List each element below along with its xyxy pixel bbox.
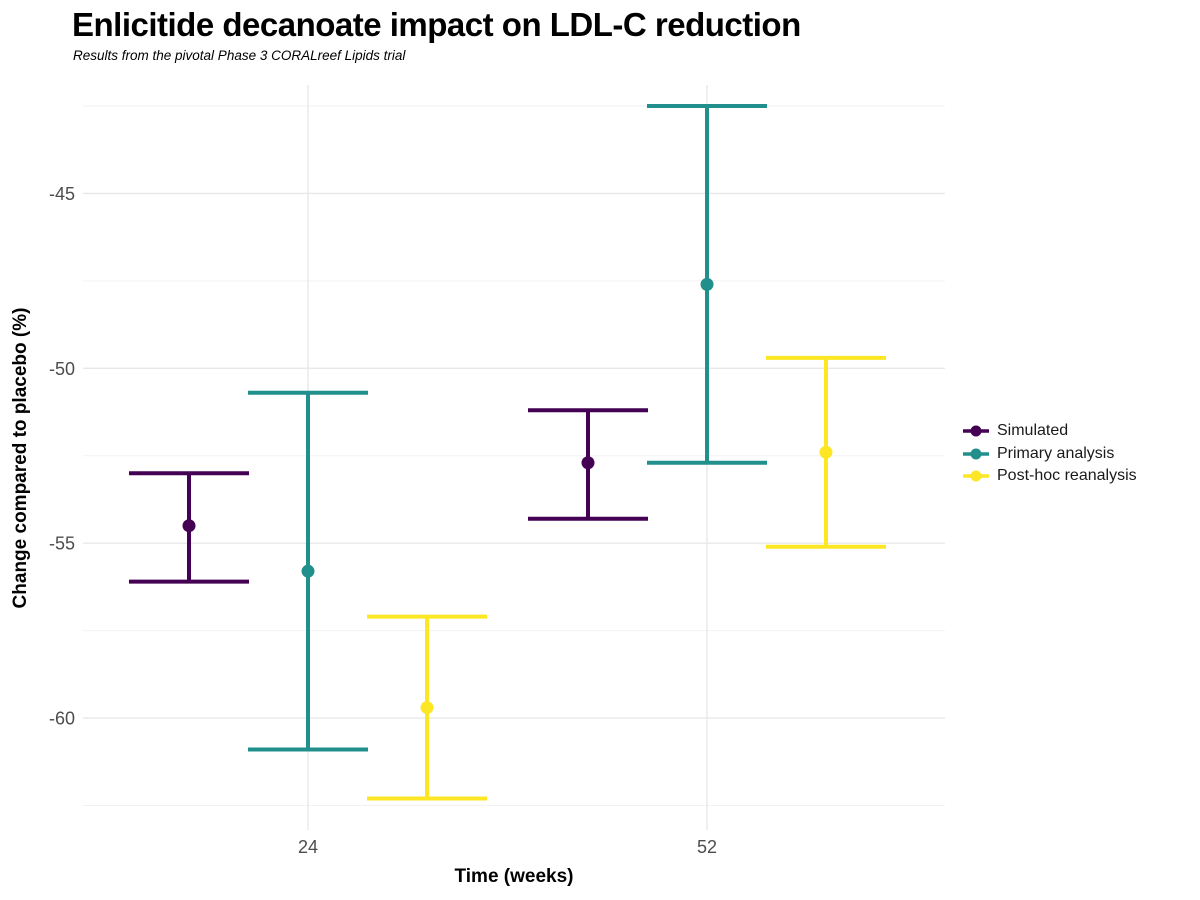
legend-key-point [970, 470, 982, 482]
legend-item: Simulated [962, 420, 1137, 443]
legend-key-icon [963, 448, 989, 460]
y-tick-label: -50 [49, 359, 75, 379]
y-tick-label: -45 [49, 184, 75, 204]
legend-label: Primary analysis [997, 444, 1115, 462]
x-tick-label: 24 [298, 837, 318, 857]
y-tick-label: -55 [49, 534, 75, 554]
legend-label: Simulated [997, 422, 1069, 440]
y-tick-label: -60 [49, 709, 75, 729]
x-axis-title: Time (weeks) [454, 866, 574, 887]
point-estimate-primary-analysis [700, 277, 714, 291]
legend-label: Post-hoc reanalysis [997, 467, 1137, 485]
legend: Simulated Primary analysis Post-hoc reanal… [962, 420, 1137, 488]
chart-subtitle: Results from the pivotal Phase 3 CORALre… [73, 48, 406, 63]
legend-key-point [970, 448, 982, 460]
legend-item: Primary analysis [962, 443, 1137, 466]
x-tick-label: 52 [697, 837, 717, 857]
point-estimate-simulated [182, 519, 196, 533]
legend-key-point [970, 425, 982, 437]
point-estimate-primary-analysis [301, 564, 315, 578]
legend-key-icon [963, 425, 989, 437]
chart-title: Enlicitide decanoate impact on LDL-C red… [72, 6, 801, 43]
point-estimate-post-hoc-reanalysis [819, 445, 833, 459]
legend-key-icon [963, 470, 989, 482]
legend-item: Post-hoc reanalysis [962, 465, 1137, 488]
point-estimate-simulated [581, 456, 595, 470]
point-estimate-post-hoc-reanalysis [420, 701, 434, 715]
